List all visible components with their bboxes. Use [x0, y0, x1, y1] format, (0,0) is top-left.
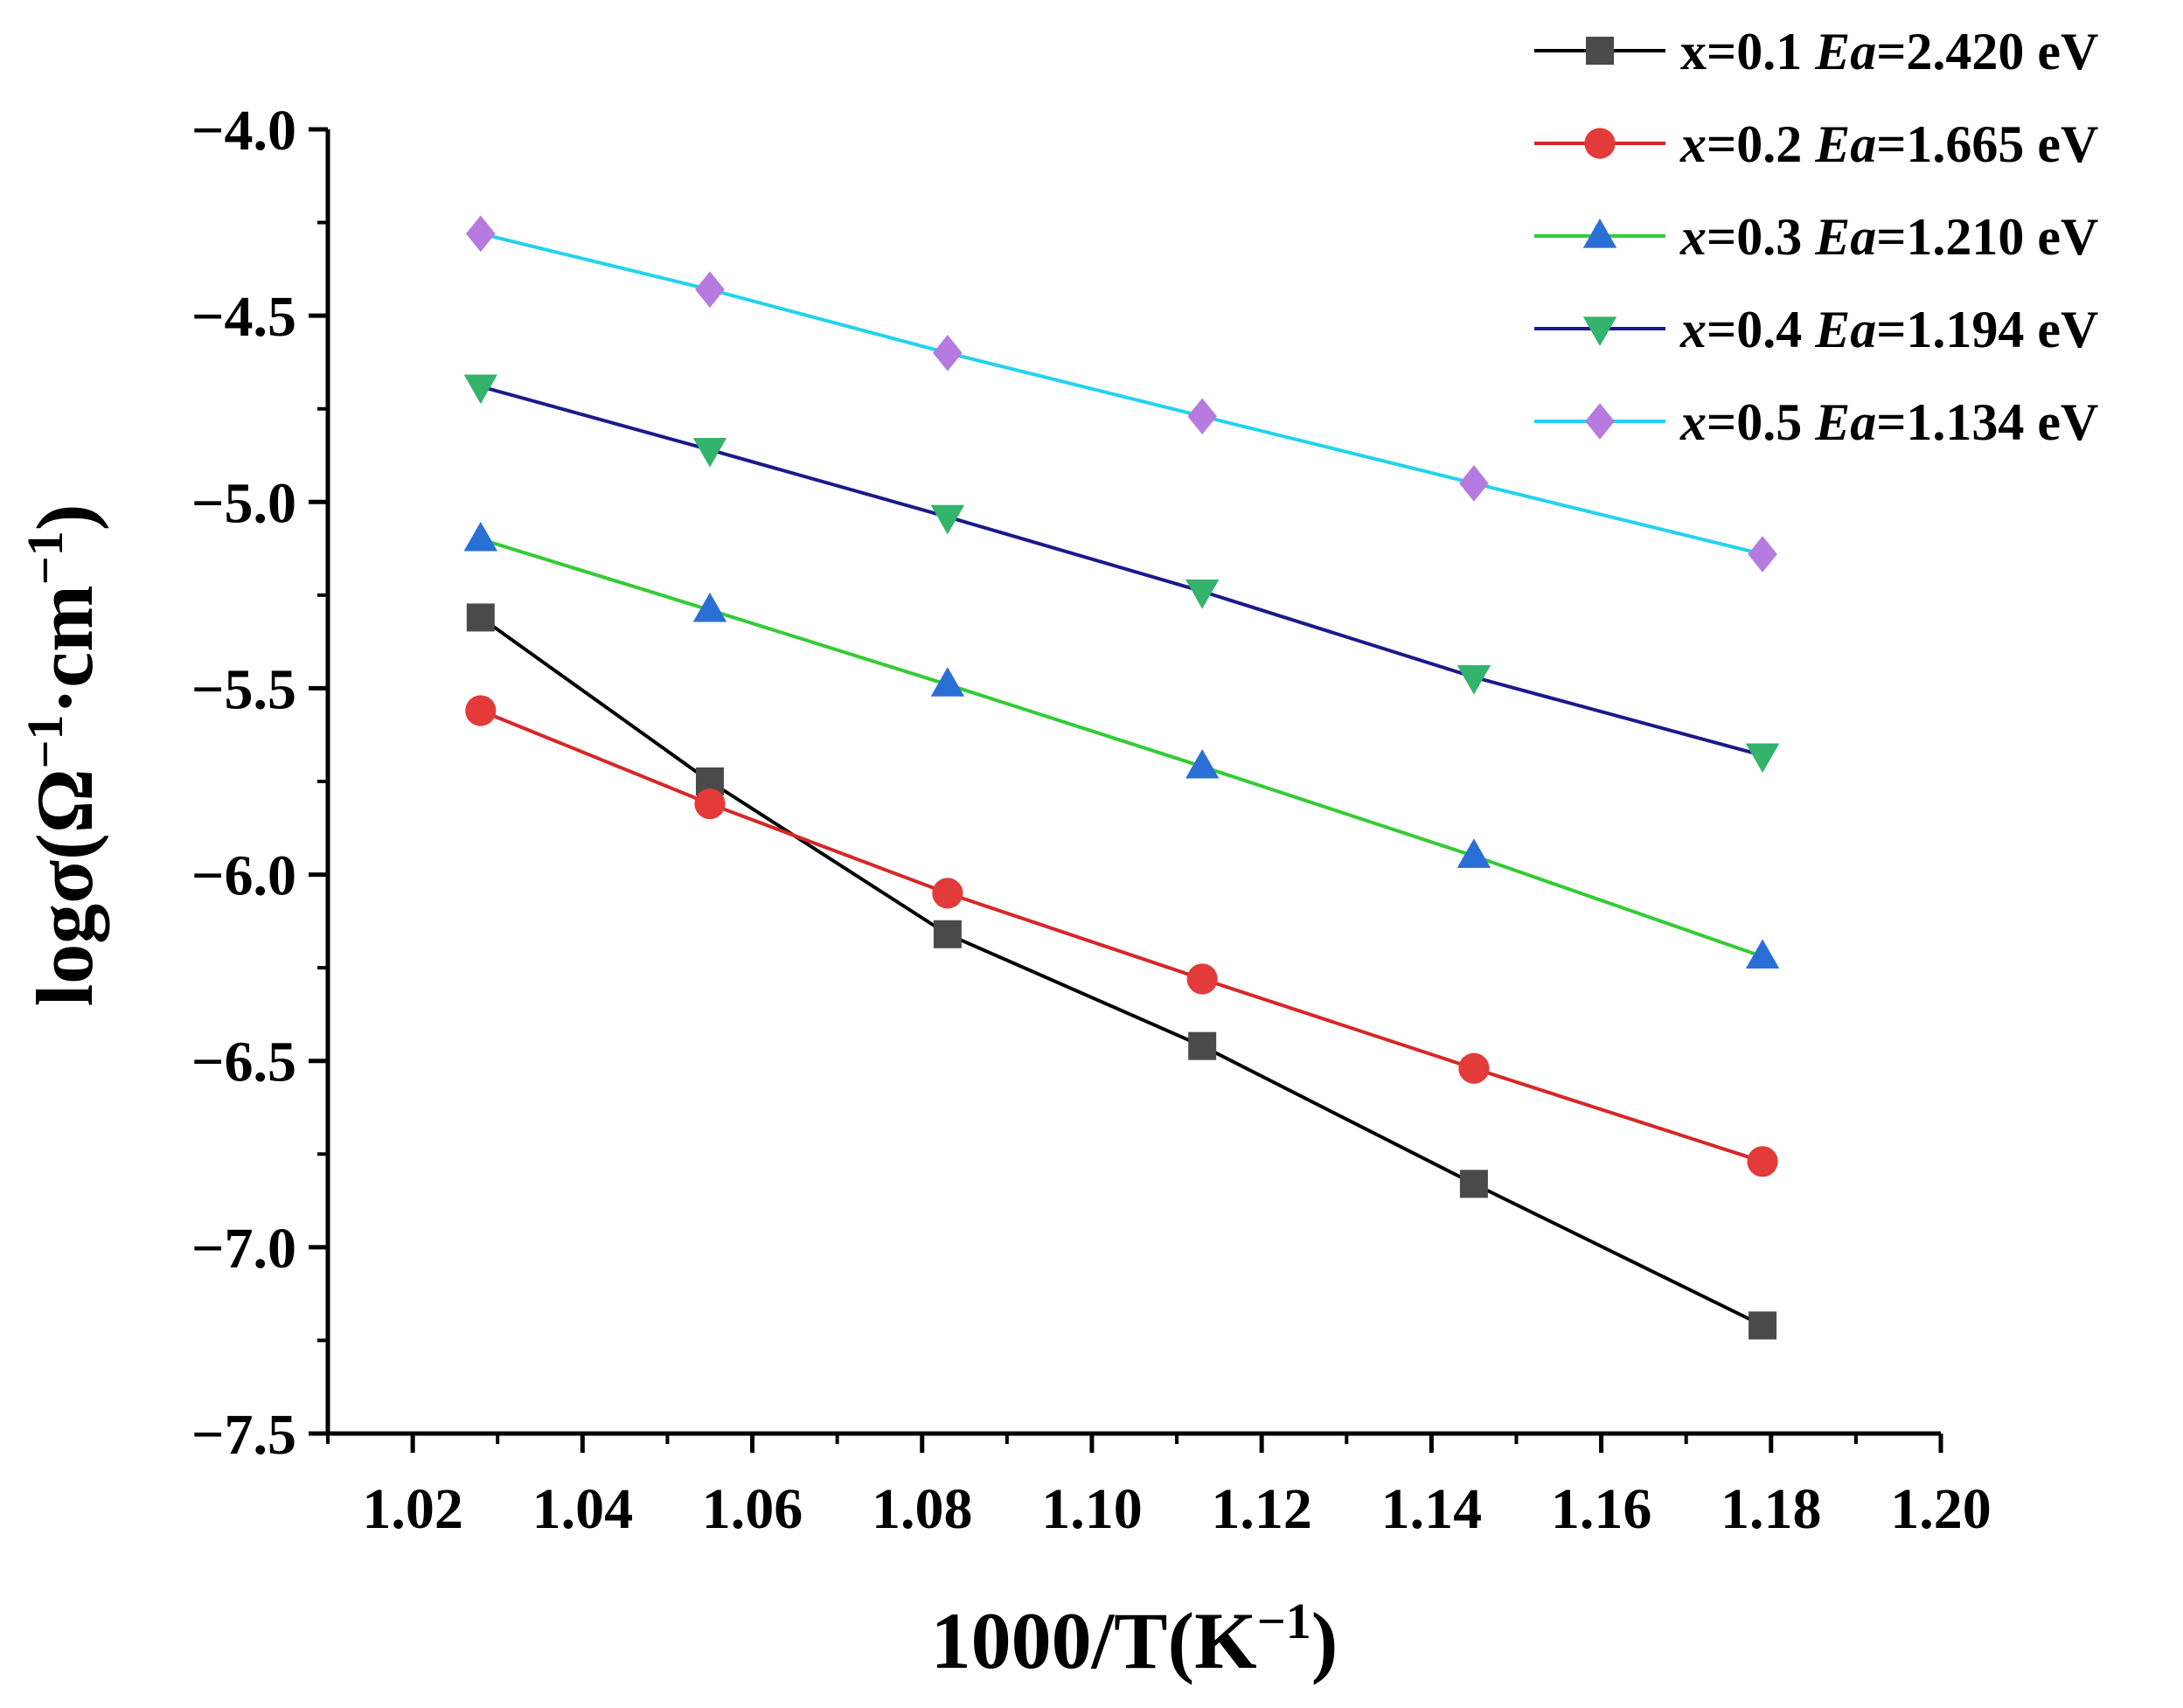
y-tick-label: −7.0: [191, 1217, 296, 1281]
data-point: [933, 334, 963, 371]
data-point: [1188, 1031, 1217, 1060]
legend-ea-value: =1.134 eV: [1876, 393, 2098, 451]
series-x-0-2: [465, 695, 1778, 1177]
y-tick-label: −7.5: [191, 1403, 296, 1467]
legend-x-value: =0.4: [1707, 301, 1815, 358]
x-tick-label: 1.14: [1381, 1477, 1483, 1541]
data-point: [1582, 219, 1617, 248]
series-x-0-3: [463, 521, 1780, 969]
legend-label: x=0.2 Ea=1.665 eV: [1679, 115, 2098, 173]
data-point: [1458, 1052, 1490, 1084]
data-point: [1459, 465, 1489, 502]
legend-variable: x: [1679, 393, 1707, 451]
legend-ea-symbol: Ea: [1814, 393, 1876, 451]
data-point: [692, 438, 727, 468]
data-point: [1584, 128, 1616, 159]
legend-item: x=0.5 Ea=1.134 eV: [1534, 393, 2098, 451]
data-point: [1745, 939, 1780, 969]
series-line: [480, 385, 1763, 758]
data-point: [1459, 1170, 1488, 1198]
data-point: [694, 788, 726, 820]
legend-label: x=0.3 Ea=1.210 eV: [1679, 208, 2098, 266]
y-axis-title: logσ(Ω−1·cm−1): [17, 504, 109, 1007]
legend-ea-symbol: Ea: [1814, 23, 1876, 80]
x-tick-label: 1.06: [702, 1477, 803, 1541]
legend-variable: x: [1679, 208, 1707, 266]
series-line: [480, 232, 1763, 556]
legend-x-value: =0.1: [1707, 23, 1815, 80]
data-point: [933, 920, 962, 948]
y-tick-label: −5.5: [191, 657, 296, 721]
legend-item: x=0.2 Ea=1.665 eV: [1534, 115, 2098, 173]
y-tick-label: −4.0: [191, 99, 296, 163]
data-point: [1456, 838, 1491, 868]
legend-variable: x: [1680, 23, 1707, 80]
data-point: [695, 271, 725, 309]
series-x-0-1: [466, 603, 1777, 1340]
x-tick-label: 1.16: [1551, 1477, 1652, 1541]
legend-ea-value: =1.210 eV: [1876, 208, 2098, 266]
y-ticks: −4.0 −4.5 −5.0 −5.5 −6.0 −6.5 −7.0 −7.5: [191, 99, 328, 1467]
legend-ea-value: =2.420 eV: [1876, 23, 2098, 80]
x-tick-label: 1.04: [532, 1477, 634, 1541]
data-point: [1187, 398, 1217, 435]
legend: x=0.1 Ea=2.420 eVx=0.2 Ea=1.665 eVx=0.3 …: [1534, 23, 2098, 451]
series-line: [479, 615, 1763, 1328]
series-line: [480, 538, 1763, 959]
y-tick-label: −6.0: [191, 844, 296, 908]
data-point: [1586, 37, 1614, 65]
data-point: [1745, 743, 1780, 774]
legend-x-value: =0.2: [1707, 115, 1815, 173]
data-point: [1747, 1146, 1778, 1177]
legend-label: x=0.5 Ea=1.134 eV: [1679, 393, 2098, 451]
data-point: [466, 603, 495, 632]
legend-ea-value: =1.194 eV: [1876, 301, 2098, 358]
x-tick-label: 1.10: [1041, 1477, 1143, 1541]
series-x-0-5: [465, 215, 1777, 573]
legend-label: x=0.4 Ea=1.194 eV: [1679, 301, 2098, 358]
legend-x-value: =0.5: [1707, 393, 1815, 451]
legend-variable: x: [1679, 115, 1707, 173]
legend-variable: x: [1679, 301, 1707, 358]
legend-ea-symbol: Ea: [1814, 115, 1876, 173]
legend-ea-symbol: Ea: [1814, 208, 1876, 266]
data-point: [1748, 536, 1777, 573]
y-tick-label: −5.0: [191, 471, 296, 535]
data-point: [1185, 579, 1220, 609]
data-point: [1585, 403, 1615, 440]
y-tick-label: −6.5: [191, 1031, 296, 1094]
legend-ea-symbol: Ea: [1814, 301, 1876, 358]
x-tick-label: 1.12: [1211, 1477, 1312, 1541]
x-tick-label: 1.20: [1890, 1477, 1992, 1541]
x-tick-label: 1.02: [362, 1477, 463, 1541]
legend-item: x=0.3 Ea=1.210 eV: [1534, 208, 2098, 266]
data-point: [1456, 665, 1491, 695]
data-point: [465, 215, 496, 253]
data-point: [1582, 316, 1617, 346]
data-point: [463, 374, 497, 405]
legend-item: x=0.4 Ea=1.194 eV: [1534, 301, 2098, 358]
data-point: [930, 504, 965, 535]
data-point: [692, 592, 727, 622]
data-point: [1185, 748, 1220, 779]
data-point: [463, 521, 497, 552]
series-layer: [463, 215, 1780, 1340]
x-tick-label: 1.18: [1721, 1477, 1822, 1541]
data-point: [1748, 1311, 1777, 1340]
y-tick-label: −4.5: [191, 285, 296, 349]
series-x-0-4: [463, 374, 1780, 774]
data-point: [930, 667, 965, 697]
legend-ea-value: =1.665 eV: [1876, 115, 2098, 173]
legend-label: x=0.1 Ea=2.420 eV: [1680, 23, 2098, 80]
x-axis-title: 1000/T(K−1): [931, 1593, 1338, 1685]
legend-x-value: =0.3: [1707, 208, 1815, 266]
data-point: [932, 878, 963, 909]
series-line: [480, 709, 1763, 1163]
data-point: [1186, 963, 1218, 995]
legend-item: x=0.1 Ea=2.420 eV: [1534, 23, 2098, 80]
data-point: [465, 695, 497, 726]
x-ticks: 1.02 1.04 1.06 1.08 1.10 1.12 1.14 1.16 1.18 1.20: [326, 1434, 1992, 1541]
x-tick-label: 1.08: [872, 1477, 973, 1541]
